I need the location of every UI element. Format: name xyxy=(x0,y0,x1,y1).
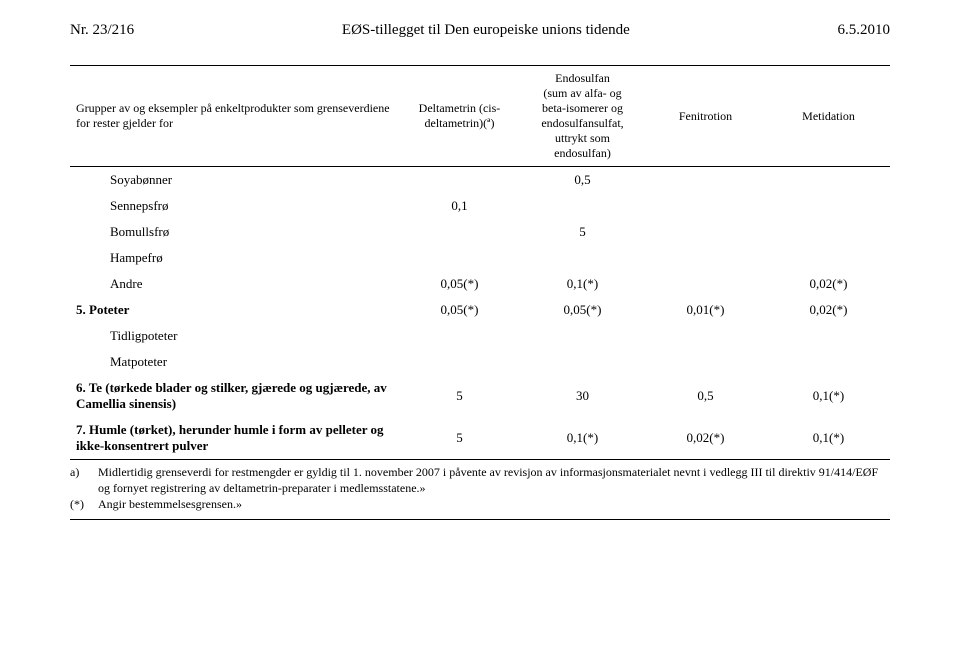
cell-value: 0,02(*) xyxy=(767,297,890,323)
cell-value xyxy=(767,245,890,271)
table-row: 6. Te (tørkede blader og stilker, gjæred… xyxy=(70,375,890,417)
footnote-a: a) Midlertidig grenseverdi for restmengd… xyxy=(70,464,890,496)
table-row: Hampefrø xyxy=(70,245,890,271)
cell-value: 5 xyxy=(521,219,644,245)
table-row: Matpoteter xyxy=(70,349,890,375)
col-header-group: Grupper av og eksempler på enkeltprodukt… xyxy=(70,66,398,167)
table-row: 5. Poteter0,05(*)0,05(*)0,01(*)0,02(*) xyxy=(70,297,890,323)
header-date: 6.5.2010 xyxy=(838,22,891,39)
cell-value xyxy=(767,219,890,245)
cell-value: 0,05(*) xyxy=(398,297,521,323)
col-header-metidation: Metidation xyxy=(767,66,890,167)
table-head: Grupper av og eksempler på enkeltprodukt… xyxy=(70,66,890,167)
cell-value xyxy=(767,323,890,349)
cell-value xyxy=(398,349,521,375)
cell-value xyxy=(521,193,644,219)
cell-value xyxy=(644,167,767,194)
cell-value: 0,1(*) xyxy=(521,417,644,460)
footnotes-bottom-rule xyxy=(70,519,890,520)
cell-value xyxy=(644,193,767,219)
row-item-label: Bomullsfrø xyxy=(70,219,398,245)
page-header: Nr. 23/216 EØS-tillegget til Den europei… xyxy=(70,22,890,39)
cell-value: 0,5 xyxy=(521,167,644,194)
table-row: Sennepsfrø0,1 xyxy=(70,193,890,219)
cell-value: 0,01(*) xyxy=(644,297,767,323)
limits-table: Grupper av og eksempler på enkeltprodukt… xyxy=(70,65,890,460)
cell-value xyxy=(644,219,767,245)
cell-value xyxy=(644,349,767,375)
cell-value: 0,05(*) xyxy=(398,271,521,297)
table-row: Soyabønner 0,5 xyxy=(70,167,890,194)
cell-value: 0,02(*) xyxy=(767,271,890,297)
col-header-line: endosulfan) xyxy=(554,146,611,160)
cell-value: 0,1(*) xyxy=(521,271,644,297)
cell-value xyxy=(644,323,767,349)
table-body: Soyabønner0,5Sennepsfrø0,1Bomullsfrø5Ham… xyxy=(70,167,890,460)
row-item-label: Hampefrø xyxy=(70,245,398,271)
cell-value: 5 xyxy=(398,417,521,460)
cell-value xyxy=(644,271,767,297)
cell-value xyxy=(644,245,767,271)
table-row: 7. Humle (tørket), herunder humle i form… xyxy=(70,417,890,460)
col-header-deltametrin: Deltametrin (cis- deltametrin)(ª) xyxy=(398,66,521,167)
col-header-line: Endosulfan xyxy=(555,71,610,85)
col-header-line: Deltametrin (cis- xyxy=(419,101,501,115)
table-row: Andre0,05(*)0,1(*) 0,02(*) xyxy=(70,271,890,297)
row-item-label: Matpoteter xyxy=(70,349,398,375)
cell-value: 0,02(*) xyxy=(644,417,767,460)
cell-value xyxy=(767,167,890,194)
cell-value: 0,05(*) xyxy=(521,297,644,323)
col-header-line: (sum av alfa- og xyxy=(543,86,621,100)
cell-value: 0,5 xyxy=(644,375,767,417)
footnote-text: Midlertidig grenseverdi for restmengder … xyxy=(98,464,890,496)
cell-value xyxy=(521,323,644,349)
footnote-b: (*) Angir bestemmelsesgrensen.» xyxy=(70,496,890,512)
header-page-number: Nr. 23/216 xyxy=(70,22,134,39)
cell-value xyxy=(521,245,644,271)
row-section-label: 6. Te (tørkede blader og stilker, gjæred… xyxy=(70,375,398,417)
col-header-line: beta-isomerer og xyxy=(542,101,623,115)
row-item-label: Tidligpoteter xyxy=(70,323,398,349)
page: Nr. 23/216 EØS-tillegget til Den europei… xyxy=(0,0,960,659)
table-header-row: Grupper av og eksempler på enkeltprodukt… xyxy=(70,66,890,167)
cell-value xyxy=(767,193,890,219)
col-header-endosulfan: Endosulfan (sum av alfa- og beta-isomere… xyxy=(521,66,644,167)
col-header-fenitrotion: Fenitrotion xyxy=(644,66,767,167)
row-item-label: Sennepsfrø xyxy=(70,193,398,219)
cell-value xyxy=(767,349,890,375)
cell-value xyxy=(398,167,521,194)
cell-value: 0,1 xyxy=(398,193,521,219)
cell-value: 0,1(*) xyxy=(767,375,890,417)
cell-value: 0,1(*) xyxy=(767,417,890,460)
table-row: Tidligpoteter xyxy=(70,323,890,349)
header-title: EØS-tillegget til Den europeiske unions … xyxy=(134,22,837,39)
col-header-line: uttrykt som xyxy=(555,131,610,145)
col-header-line: endosulfansulfat, xyxy=(541,116,623,130)
footnote-marker: a) xyxy=(70,464,98,496)
cell-value xyxy=(398,219,521,245)
cell-value xyxy=(398,323,521,349)
footnote-text: Angir bestemmelsesgrensen.» xyxy=(98,496,890,512)
cell-value: 5 xyxy=(398,375,521,417)
cell-value: 30 xyxy=(521,375,644,417)
footnote-marker: (*) xyxy=(70,496,98,512)
row-item-label: Soyabønner xyxy=(70,167,398,194)
cell-value xyxy=(521,349,644,375)
col-header-line: deltametrin)(ª) xyxy=(425,116,495,130)
cell-value xyxy=(398,245,521,271)
row-section-label: 5. Poteter xyxy=(70,297,398,323)
row-item-label: Andre xyxy=(70,271,398,297)
footnotes: a) Midlertidig grenseverdi for restmengd… xyxy=(70,464,890,520)
table-row: Bomullsfrø 5 xyxy=(70,219,890,245)
row-section-label: 7. Humle (tørket), herunder humle i form… xyxy=(70,417,398,460)
